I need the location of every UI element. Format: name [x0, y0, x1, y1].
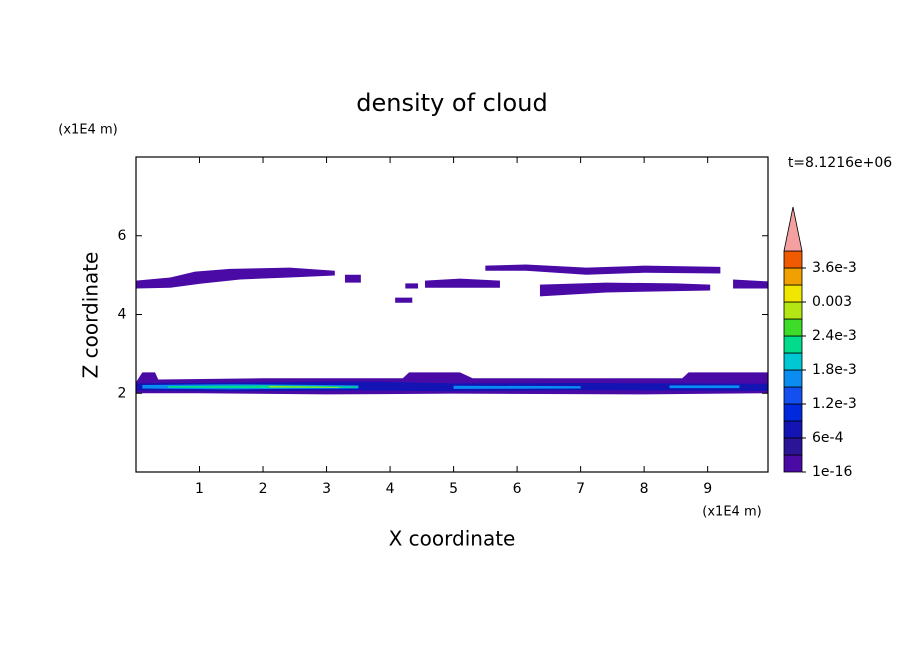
y-tick-label: 4 [118, 307, 127, 323]
colorbar-box [783, 250, 803, 269]
x-unit: (x1E4 m) [702, 505, 761, 520]
contour-region [733, 279, 768, 289]
colorbar-tick-label: 1e-16 [812, 464, 852, 480]
colorbar-box [783, 369, 803, 388]
colorbar-box [783, 301, 803, 320]
chart-title: density of cloud [356, 89, 547, 117]
x-tick-label: 8 [640, 481, 649, 497]
x-axis-label: X coordinate [389, 527, 516, 551]
plot-frame [135, 156, 769, 473]
x-tick-label: 2 [259, 481, 268, 497]
time-label: t=8.1216e+06 [788, 155, 892, 171]
colorbar-box [783, 352, 803, 371]
y-tick-label: 2 [118, 385, 127, 401]
y-tick-label: 6 [118, 228, 127, 244]
colorbar-box [783, 386, 803, 405]
colorbar-box [783, 335, 803, 354]
x-tick-label: 7 [576, 481, 585, 497]
contour-region [395, 297, 413, 303]
colorbar-tick-label: 0.003 [812, 294, 852, 310]
colorbar-box [783, 403, 803, 422]
contour-region [453, 385, 581, 389]
y-unit: (x1E4 m) [58, 123, 117, 138]
contour-region [539, 282, 711, 297]
colorbar-box [783, 437, 803, 456]
colorbar-box [783, 267, 803, 286]
contour-region [136, 267, 335, 289]
contour-region [269, 386, 340, 388]
colorbar-extend [783, 206, 803, 252]
colorbar-tick-label: 2.4e-3 [812, 328, 857, 344]
x-tick-label: 5 [449, 481, 458, 497]
y-axis-label: Z coordinate [79, 252, 103, 379]
x-tick-label: 3 [322, 481, 331, 497]
colorbar-box [783, 284, 803, 303]
x-tick-label: 6 [513, 481, 522, 497]
contour-region [344, 274, 361, 283]
colorbar-tick-label: 1.2e-3 [812, 396, 857, 412]
colorbar-tick-label: 6e-4 [812, 430, 844, 446]
contour-region [669, 385, 740, 389]
colorbar-box [783, 454, 803, 473]
x-tick-label: 9 [703, 481, 712, 497]
contour-region [425, 278, 500, 288]
contour-region [405, 283, 419, 289]
colorbar-box [783, 318, 803, 337]
colorbar-tick-label: 1.8e-3 [812, 362, 857, 378]
colorbar-box [783, 420, 803, 439]
x-tick-label: 1 [195, 481, 204, 497]
contour-region [485, 264, 721, 275]
x-tick-label: 4 [386, 481, 395, 497]
colorbar-tick-label: 3.6e-3 [812, 260, 857, 276]
